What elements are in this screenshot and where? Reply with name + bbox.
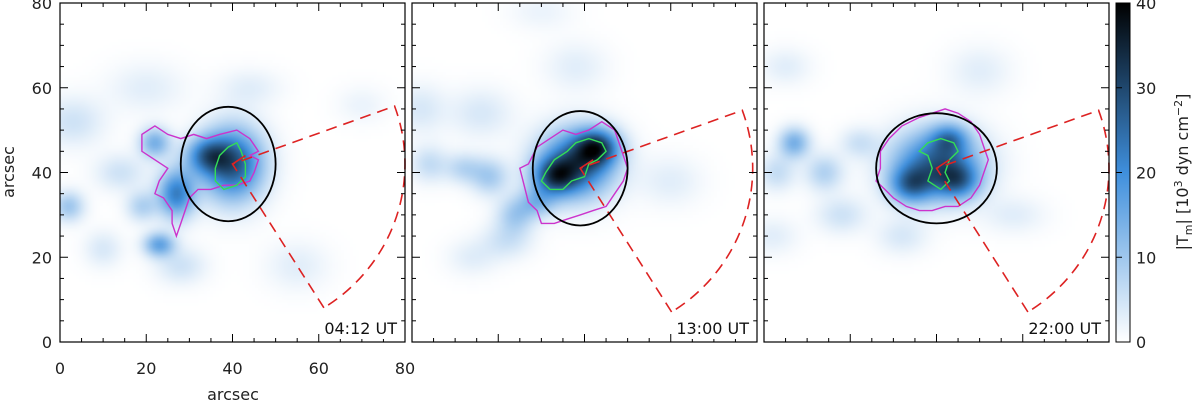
x-tick-label: 40 [222, 359, 242, 378]
time-label: 13:00 UT [676, 319, 749, 338]
colorbar-tick-label: 40 [1136, 0, 1156, 13]
boundary-circle [875, 112, 998, 225]
x-tick-label: 20 [136, 359, 156, 378]
time-label-background [1024, 318, 1106, 339]
inner-contour [214, 141, 247, 191]
axis-ticks [763, 2, 1110, 343]
colorbar-tick-label: 20 [1136, 164, 1156, 183]
panels-layer: 0 20 40 60 80 0 20 40 60 80 04:12 UT 13:00 UT 22:00 … [32, 0, 1110, 378]
x-tick-label: 60 [309, 359, 329, 378]
colorbar-label-sup1: 3 [1172, 180, 1185, 187]
y-tick-label: 40 [32, 164, 52, 183]
x-tick-label: 80 [395, 359, 415, 378]
inner-contour [540, 137, 607, 191]
y-tick-label: 0 [42, 333, 52, 352]
axis-ticks [59, 2, 406, 343]
colorbar-label-end: ] [1173, 94, 1192, 100]
colorbar-label-sub: m [1182, 224, 1195, 235]
boundary-circle [179, 105, 277, 223]
time-label: 04:12 UT [324, 319, 397, 338]
colorbar-label: |Tm| [103 dyn cm−2] [1172, 94, 1195, 251]
y-axis-title: arcsec [0, 146, 18, 198]
colorbar-label-main: |T [1173, 235, 1192, 250]
colorbar: 0 10 20 30 40 |Tm| [103 dyn cm−2] [1115, 0, 1195, 352]
colorbar-tick-label: 30 [1136, 79, 1156, 98]
time-label-background [320, 318, 402, 339]
heatmap-image [764, 3, 1109, 342]
time-label-background [672, 318, 754, 339]
y-tick-label: 60 [32, 79, 52, 98]
y-tick-label: 20 [32, 248, 52, 267]
colorbar-ticks: 0 10 20 30 40 [1116, 0, 1156, 352]
sector-direction-tick [232, 154, 246, 165]
x-tick-label: 0 [55, 359, 65, 378]
inner-contour [918, 137, 959, 191]
panel-3: 22:00 UT [763, 2, 1110, 343]
colorbar-label-after: | [10 [1173, 187, 1192, 224]
colorbar-tick-label: 0 [1136, 333, 1146, 352]
outer-contour [518, 120, 629, 225]
boundary-circle [531, 110, 629, 227]
panel-2: 13:00 UT [411, 2, 758, 343]
y-tick-label: 80 [32, 0, 52, 13]
colorbar-label-sup2: −2 [1172, 100, 1185, 116]
heatmap-image [412, 3, 757, 342]
sector-direction-tick [936, 159, 950, 169]
colorbar-tick-label: 10 [1136, 248, 1156, 267]
x-axis-title: arcsec [207, 385, 259, 404]
sector-direction-tick [579, 159, 594, 169]
time-label: 22:00 UT [1028, 319, 1101, 338]
colorbar-label-middle: dyn cm [1173, 116, 1192, 180]
outer-contour [141, 125, 260, 239]
panel-1: 0 20 40 60 80 0 20 40 60 80 04:12 UT [32, 0, 416, 378]
heatmap-image [60, 3, 405, 342]
